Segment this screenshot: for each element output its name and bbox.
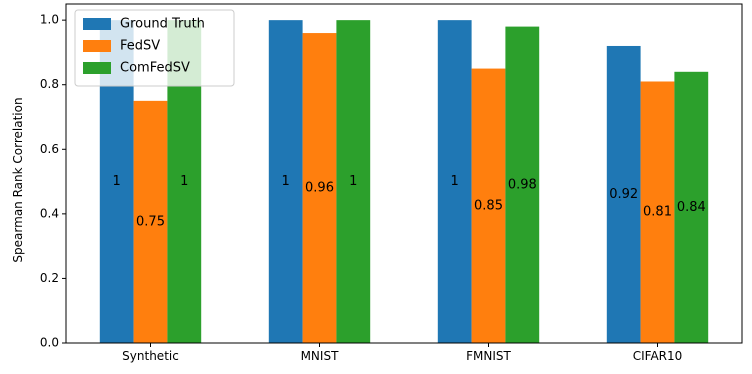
- data-label: 0.96: [305, 181, 334, 196]
- legend-swatch: [83, 40, 111, 52]
- data-label: 1: [349, 174, 357, 189]
- plot-frame: [65, 3, 743, 344]
- x-tick-label: CIFAR10: [633, 349, 683, 363]
- data-label: 0.75: [136, 214, 165, 229]
- bar-ground-truth-fmnist: [437, 20, 472, 343]
- legend-label: FedSV: [120, 39, 160, 54]
- bar-ground-truth-cifar10: [606, 45, 641, 343]
- legend-label: ComFedSV: [120, 61, 190, 76]
- bars-group: [99, 20, 709, 344]
- x-tick-label: MNIST: [301, 349, 339, 363]
- data-label: 0.81: [643, 205, 672, 220]
- bar-comfedsv-mnist: [336, 20, 371, 343]
- x-tick-label: FMNIST: [466, 349, 511, 363]
- legend-label: Ground Truth: [120, 17, 205, 32]
- y-axis: 0.0 0.2 0.4 0.6 0.8 1.0: [40, 13, 66, 350]
- data-label: 0.92: [609, 187, 638, 202]
- data-labels-group: 1 1 1 0.92 0.75 0.96 0.85 0.81 1 1 0.98 0.84: [113, 174, 706, 229]
- x-axis: Synthetic MNIST FMNIST CIFAR10: [122, 343, 682, 363]
- legend: Ground Truth FedSV ComFedSV: [74, 9, 235, 87]
- legend-swatch: [83, 62, 111, 74]
- y-tick-label: 0.8: [40, 77, 59, 91]
- bar-fedsv-fmnist: [471, 68, 506, 343]
- y-tick-label: 0.6: [40, 142, 59, 156]
- y-tick-label: 1.0: [40, 13, 59, 27]
- data-label: 1: [180, 174, 188, 189]
- bar-fedsv-synthetic: [133, 100, 168, 343]
- y-tick-label: 0.0: [40, 336, 59, 350]
- data-label: 0.85: [474, 198, 503, 213]
- x-tick-label: Synthetic: [122, 349, 179, 363]
- bar-comfedsv-fmnist: [505, 26, 540, 343]
- y-axis-label: Spearman Rank Correlation: [11, 97, 25, 262]
- bar-fedsv-cifar10: [640, 81, 675, 344]
- data-label: 1: [113, 174, 121, 189]
- bar-comfedsv-cifar10: [674, 71, 709, 344]
- data-label: 0.98: [508, 177, 537, 192]
- data-label: 1: [451, 174, 459, 189]
- y-tick-label: 0.4: [40, 206, 59, 220]
- bar-fedsv-mnist: [302, 33, 337, 344]
- y-tick-label: 0.2: [40, 271, 59, 285]
- data-label: 0.84: [677, 200, 706, 215]
- legend-swatch: [83, 18, 111, 30]
- data-label: 1: [282, 174, 290, 189]
- bar-ground-truth-mnist: [268, 20, 303, 343]
- legend-box: [74, 9, 235, 87]
